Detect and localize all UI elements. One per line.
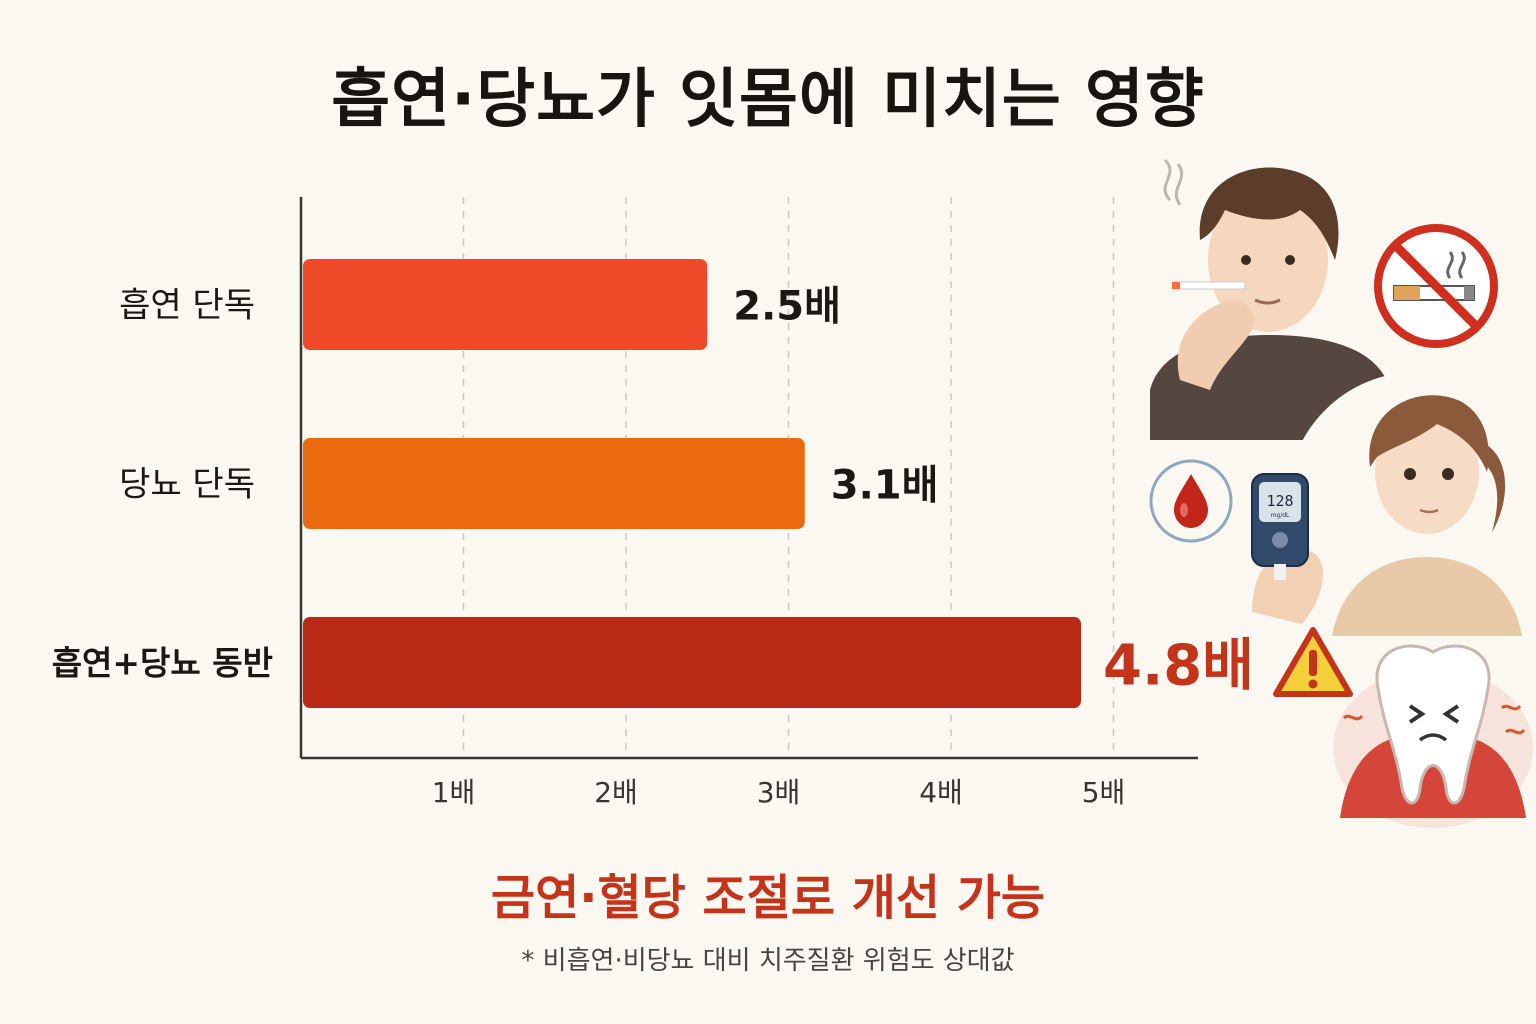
bar [303,438,805,529]
value-label: 2.5배 [733,284,841,330]
value-label: 3.1배 [831,463,939,509]
no-smoking-icon [1374,224,1498,348]
painful-tooth-icon [1333,644,1533,828]
woman-checking-glucose-icon [1252,372,1536,636]
x-tick-label: 4배 [919,776,963,809]
x-tick-label: 2배 [594,776,638,809]
meter-unit: mg/dL [1271,512,1290,519]
x-tick-label: 3배 [757,776,801,809]
meter-reading: 128 [1266,492,1293,510]
bar [303,617,1081,708]
category-label: 당뇨 단독 [119,465,255,505]
bar [303,259,708,350]
warning-icon [1273,627,1353,697]
value-label: 4.8배 [1103,634,1254,699]
bars [303,259,1081,708]
footnote: * 비흡연·비당뇨 대비 치주질환 위험도 상대값 [521,946,1015,976]
conclusion-headline: 금연·혈당 조절로 개선 가능 [490,870,1046,926]
category-label: 흡연 단독 [119,286,255,326]
man-smoking-icon [1150,158,1390,440]
category-label: 흡연+당뇨 동반 [52,644,273,683]
glucose-meter-icon: 128 mg/dL [1251,473,1309,580]
x-tick-label: 1배 [432,776,476,809]
blood-drop-icon [1149,459,1233,543]
page-title: 흡연·당뇨가 잇몸에 미치는 영향 [331,63,1205,137]
x-tick-labels: 1배 2배 3배 4배 5배 [432,776,1126,809]
x-tick-label: 5배 [1082,776,1126,809]
value-labels: 2.5배 3.1배 4.8배 [733,284,1253,699]
